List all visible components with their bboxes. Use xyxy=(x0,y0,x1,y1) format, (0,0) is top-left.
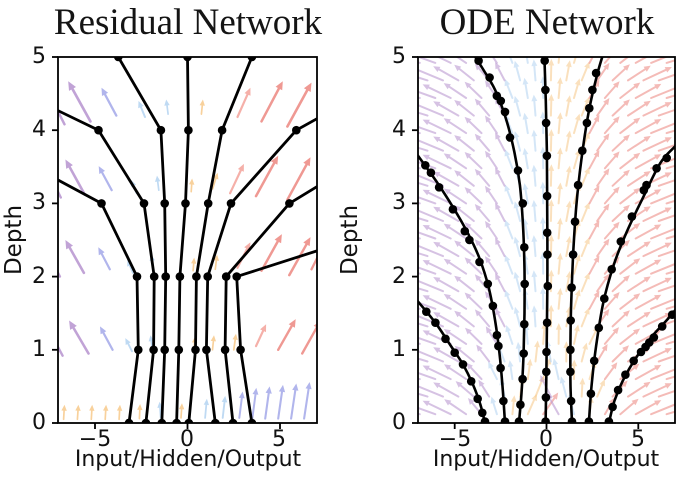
left-y-tick-4: 4 xyxy=(32,117,46,142)
right-y-tick-5: 5 xyxy=(392,44,406,69)
left-x-tick-neg5: −5 xyxy=(78,427,112,452)
left-y-tick-5: 5 xyxy=(32,44,46,69)
right-y-axis-label: Depth xyxy=(337,204,363,276)
right-x-tick-5: 5 xyxy=(631,427,645,452)
right-y-tick-2: 2 xyxy=(392,264,406,289)
left-y-tick-1: 1 xyxy=(32,337,46,362)
right-plot-title: ODE Network xyxy=(439,2,655,43)
right-y-tick-0: 0 xyxy=(392,410,406,435)
left-x-tick-0: 0 xyxy=(180,427,194,452)
left-y-tick-3: 3 xyxy=(32,190,46,215)
right-x-tick-0: 0 xyxy=(539,427,553,452)
right-y-tick-1: 1 xyxy=(392,337,406,362)
left-y-tick-2: 2 xyxy=(32,264,46,289)
right-x-tick-neg5: −5 xyxy=(438,427,472,452)
left-x-tick-5: 5 xyxy=(272,427,286,452)
left-plot-title: Residual Network xyxy=(53,2,323,43)
right-y-tick-4: 4 xyxy=(392,117,406,142)
right-y-tick-3: 3 xyxy=(392,190,406,215)
right-x-axis-label: Input/Hidden/Output xyxy=(432,447,660,472)
left-x-axis-label: Input/Hidden/Output xyxy=(74,447,302,472)
left-y-tick-0: 0 xyxy=(32,410,46,435)
